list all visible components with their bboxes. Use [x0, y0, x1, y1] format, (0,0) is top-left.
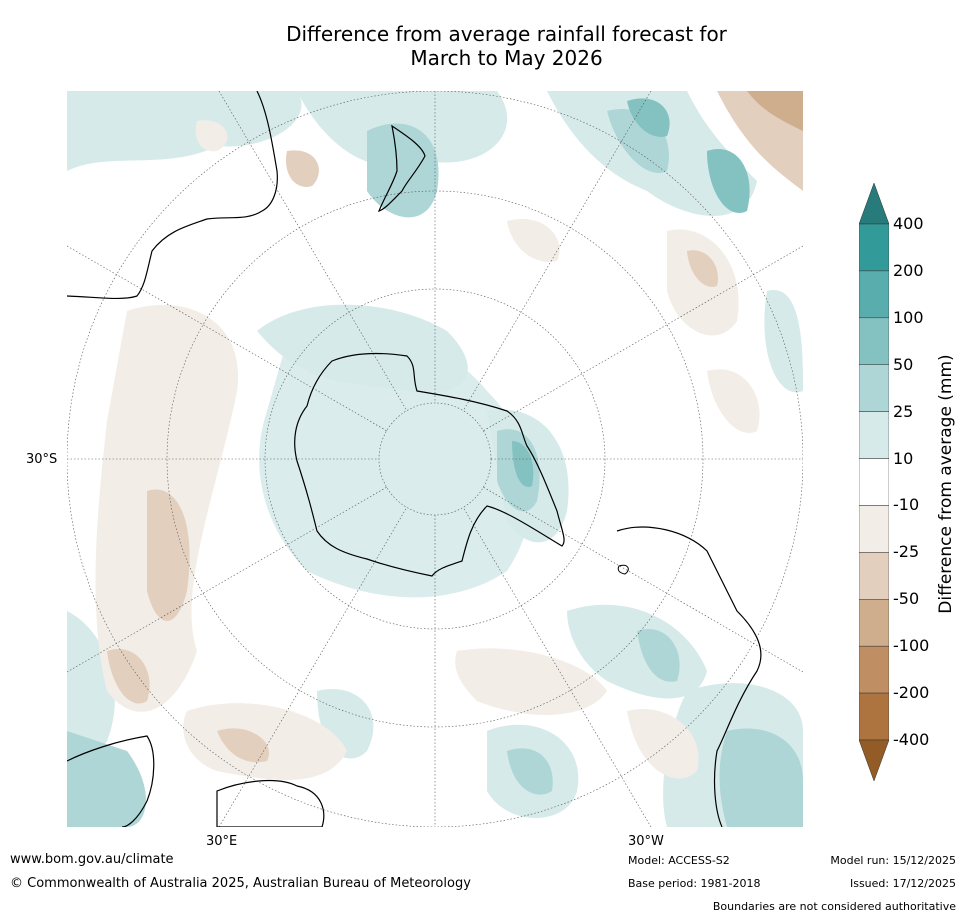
colorbar-tick-label: 50 [893, 354, 914, 374]
africa-coastline [67, 735, 155, 827]
colorbar-tick-label: -200 [893, 683, 930, 703]
base-period: Base period: 1981-2018 [628, 877, 761, 890]
colorbar-segment-above200 [858, 223, 890, 272]
antarctica-coastline [294, 352, 565, 577]
dry-anomaly-regions [95, 91, 803, 780]
australia-coastline [67, 91, 278, 300]
colorbar-tick-label: 400 [893, 214, 924, 233]
colorbar-title: Difference from average (mm) [936, 354, 956, 614]
colorbar-tick-label: 10 [893, 448, 914, 468]
wet-anomaly-regions [67, 91, 803, 827]
map-svg [67, 91, 803, 827]
model-name: Model: ACCESS-S2 [628, 854, 730, 867]
madagascar-coastline [216, 779, 325, 827]
colorbar-segment-50to100 [858, 317, 890, 365]
lon-label-30w: 30°W [628, 834, 664, 849]
footer-url[interactable]: www.bom.gov.au/climate [10, 852, 174, 867]
falklands-coastline [617, 564, 629, 575]
colorbar-segment-m50tom100 [858, 599, 890, 647]
colorbar-segment-m25tom50 [858, 552, 890, 600]
colorbar-segment-100to200 [858, 270, 890, 319]
lon-label-30e: 30°E [206, 834, 238, 849]
colorbar-tick-label: 25 [893, 401, 914, 421]
colorbar-under-triangle [858, 739, 890, 782]
graticule [67, 91, 803, 827]
colorbar-tick-label: 100 [893, 307, 924, 327]
colorbar-segment-25to50 [858, 364, 890, 412]
colorbar-tick-label: -25 [893, 542, 920, 562]
map-title: Difference from average rainfall forecas… [0, 22, 965, 70]
footer-copyright: © Commonwealth of Australia 2025, Austra… [10, 876, 471, 891]
colorbar [858, 182, 890, 782]
rainfall-map[interactable] [67, 91, 803, 827]
lat-label-30s: 30°S [26, 452, 58, 467]
colorbar-tick-label: -50 [893, 589, 920, 609]
new-zealand-coastline [377, 124, 426, 212]
colorbar-segment-m100tom200 [858, 645, 890, 694]
colorbar-segment-m10tom25 [858, 505, 890, 553]
south-america-coastline [616, 526, 762, 827]
colorbar-segment-neutral [858, 458, 890, 506]
colorbar-svg [858, 182, 890, 782]
colorbar-tick-label: -10 [893, 495, 920, 515]
title-line-2: March to May 2026 [410, 46, 603, 70]
model-run: Model run: 15/12/2025 [830, 854, 956, 867]
colorbar-segment-m200tom400 [858, 692, 890, 741]
colorbar-tick-label: -100 [893, 636, 930, 656]
colorbar-over-triangle [858, 182, 890, 225]
colorbar-tick-label: 200 [893, 260, 924, 280]
colorbar-tick-label: -400 [893, 730, 930, 749]
disclaimer: Boundaries are not considered authoritat… [712, 900, 956, 913]
colorbar-segment-10to25 [858, 411, 890, 459]
issued-date: Issued: 17/12/2025 [849, 877, 956, 890]
title-line-1: Difference from average rainfall forecas… [286, 22, 727, 46]
